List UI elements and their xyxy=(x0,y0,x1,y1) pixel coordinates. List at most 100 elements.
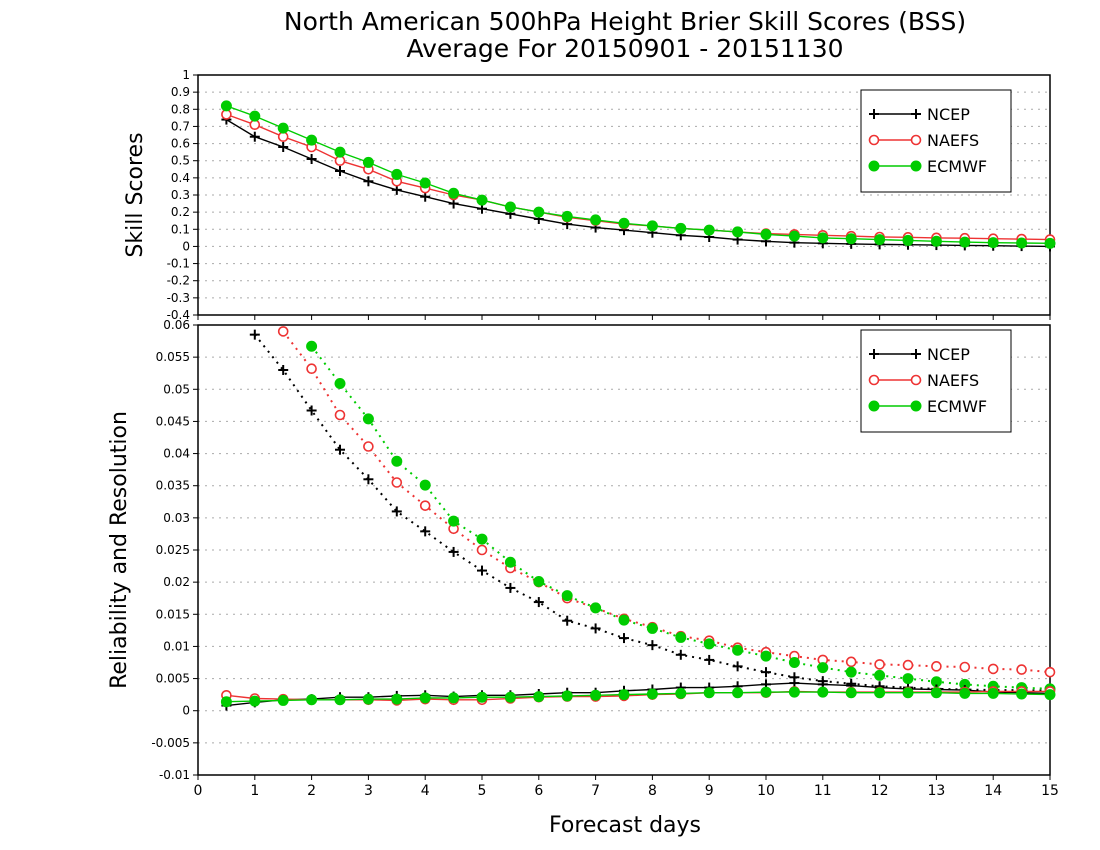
top-ncep-point-4 xyxy=(335,166,345,176)
top-ytick-label-10: 0.6 xyxy=(171,137,190,151)
bottom-resolution-ecmwf-point-19-c xyxy=(845,666,857,678)
bottom-reliability-ecmwf-point-20-c xyxy=(788,686,800,698)
bottom-resolution-ecmwf-point-2-c xyxy=(362,413,374,425)
bottom-reliability-ecmwf-point-26-c xyxy=(959,687,971,699)
bottom-resolution-ecmwf-point-0-c xyxy=(306,340,318,352)
bottom-reliability-ecmwf-point-10 xyxy=(504,691,516,703)
bottom-resolution-ncep-point-6 xyxy=(420,526,431,537)
bottom-reliability-ecmwf-point-18-c xyxy=(732,687,744,699)
top-ytick-label-4: 0 xyxy=(182,239,190,253)
bottom-reliability-ecmwf-point-3 xyxy=(306,694,318,706)
bottom-resolution-naefs-point-20-c xyxy=(845,656,857,668)
top-legend-marker-a-1-c xyxy=(868,134,880,146)
top-ecmwf-point-21 xyxy=(817,232,829,244)
top-ecmwf-point-8-c xyxy=(448,187,460,199)
bottom-resolution-naefs-point-22 xyxy=(902,659,914,671)
top-ecmwf-point-11 xyxy=(533,206,545,218)
top-ecmwf-point-5-c xyxy=(362,156,374,168)
bottom-resolution-naefs-point-22-c xyxy=(902,659,914,671)
bottom-resolution-ecmwf-point-13 xyxy=(675,631,687,643)
top-ecmwf-point-23-c xyxy=(874,234,886,246)
bottom-ytick-label-9: 0.035 xyxy=(156,479,190,493)
bottom-resolution-naefs-point-3-c xyxy=(363,441,374,452)
bottom-resolution-ecmwf-point-1 xyxy=(334,378,346,389)
top-ecmwf-point-19-c xyxy=(760,228,772,240)
bottom-legend-marker-b-0 xyxy=(911,349,921,359)
chart-subtitle: Average For 20150901 - 20151130 xyxy=(406,34,843,63)
bottom-resolution-ncep-point-8 xyxy=(477,565,487,576)
bottom-legend-label-1: NAEFS xyxy=(927,371,979,390)
bottom-ytick-label-12: 0.05 xyxy=(163,382,190,396)
top-legend-marker-a-1 xyxy=(868,134,880,146)
top-ecmwf-point-18 xyxy=(732,226,744,238)
bottom-ytick-label-2: 0 xyxy=(182,704,190,718)
bottom-resolution-naefs-point-2-c xyxy=(334,409,346,421)
bottom-resolution-ecmwf-point-11 xyxy=(618,614,630,626)
bottom-resolution-ncep-point-10 xyxy=(533,597,544,608)
bottom-reliability-ecmwf-point-24 xyxy=(902,687,914,699)
bottom-legend-label-2: ECMWF xyxy=(927,397,987,416)
bottom-ytick-label-11: 0.045 xyxy=(156,414,190,428)
bottom-legend-marker-b-1-c xyxy=(910,374,922,386)
bottom-reliability-ecmwf-point-16-c xyxy=(675,687,687,699)
bottom-reliability-ecmwf-point-11 xyxy=(533,691,545,703)
bottom-resolution-ecmwf-point-11-c xyxy=(618,614,630,626)
bottom-resolution-ecmwf-point-10-c xyxy=(590,602,602,614)
top-ecmwf-point-10-c xyxy=(504,201,516,213)
top-ecmwf-point-5 xyxy=(362,156,374,168)
bottom-resolution-ecmwf-point-7-c xyxy=(504,556,516,568)
bottom-resolution-ecmwf-point-6-c xyxy=(476,533,488,545)
bottom-resolution-ecmwf-point-10 xyxy=(590,602,602,614)
bottom-reliability-ecmwf-point-0-c xyxy=(220,696,232,708)
bottom-reliability-ecmwf-point-3-c xyxy=(306,694,318,706)
top-ytick-label-8: 0.4 xyxy=(171,171,190,185)
bottom-resolution-naefs-point-3 xyxy=(363,441,374,452)
top-ecmwf-point-11-c xyxy=(533,206,545,218)
bottom-reliability-ecmwf-point-6 xyxy=(391,693,403,705)
bottom-xtick-label-0: 0 xyxy=(194,783,203,799)
bottom-reliability-ecmwf-point-12-c xyxy=(561,690,573,702)
top-legend-label-0: NCEP xyxy=(927,105,970,124)
bottom-resolution-naefs-point-21-c xyxy=(874,659,885,670)
bottom-resolution-ncep-point-16 xyxy=(704,654,715,665)
bottom-resolution-naefs-point-4-c xyxy=(391,477,403,488)
bottom-resolution-naefs-point-23 xyxy=(931,661,942,672)
bottom-reliability-ecmwf-point-19-c xyxy=(760,686,772,698)
top-ytick-label-0: -0.4 xyxy=(167,308,190,322)
top-ecmwf-point-14 xyxy=(618,217,630,229)
bottom-resolution-naefs-point-1 xyxy=(306,363,317,375)
bottom-resolution-ecmwf-point-0 xyxy=(306,340,318,352)
bottom-reliability-ecmwf-point-10-c xyxy=(504,691,516,703)
top-ecmwf-point-3 xyxy=(306,134,318,146)
top-ecmwf-point-22 xyxy=(845,233,857,245)
bottom-ytick-label-3: 0.005 xyxy=(156,672,190,686)
top-ecmwf-point-27 xyxy=(987,237,999,249)
bottom-reliability-ecmwf-point-25 xyxy=(930,687,942,699)
bottom-resolution-naefs-point-26-c xyxy=(1016,664,1027,675)
bottom-ytick-label-7: 0.025 xyxy=(156,543,190,557)
x-axis-label: Forecast days xyxy=(549,813,701,838)
top-ecmwf-point-23 xyxy=(874,234,886,246)
bottom-resolution-naefs-point-5-c xyxy=(419,500,431,511)
bottom-frame xyxy=(197,324,1051,776)
bottom-reliability-ecmwf-point-5-c xyxy=(362,693,374,705)
bottom-resolution-ecmwf-point-12-c xyxy=(646,622,658,634)
bottom-reliability-ecmwf-point-17-c xyxy=(703,687,715,699)
bottom-resolution-ecmwf-point-17-c xyxy=(788,657,800,668)
top-ecmwf-point-1-c xyxy=(249,110,261,122)
bottom-reliability-ecmwf-point-28 xyxy=(1016,688,1028,700)
top-ytick-label-12: 0.8 xyxy=(171,102,190,116)
bottom-resolution-ncep-point-12 xyxy=(590,623,601,634)
bottom-resolution-ncep-point-11 xyxy=(562,615,573,626)
top-ecmwf-point-9 xyxy=(476,194,488,206)
bottom-ytick-label-14: 0.06 xyxy=(163,318,190,332)
bottom-ytick-label-6: 0.02 xyxy=(163,575,190,589)
bottom-resolution-ecmwf-point-4-c xyxy=(419,479,431,491)
bottom-xtick-label-12: 12 xyxy=(871,783,889,799)
bottom-resolution-ecmwf-point-15 xyxy=(732,644,744,656)
top-ecmwf-point-19 xyxy=(760,228,772,240)
top-ecmwf-point-25-c xyxy=(930,235,942,247)
top-legend-marker-a-2 xyxy=(868,160,880,172)
bottom-resolution-naefs-point-0-c xyxy=(277,326,289,337)
top-ecmwf-point-2-c xyxy=(277,122,289,134)
